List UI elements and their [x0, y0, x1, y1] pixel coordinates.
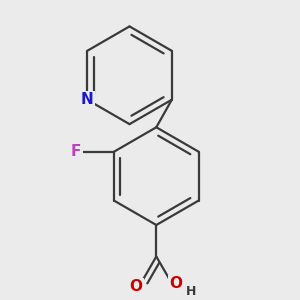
Text: F: F — [71, 144, 81, 159]
Text: N: N — [81, 92, 94, 107]
Text: H: H — [186, 285, 197, 298]
Text: O: O — [169, 276, 182, 291]
Text: O: O — [129, 279, 142, 294]
